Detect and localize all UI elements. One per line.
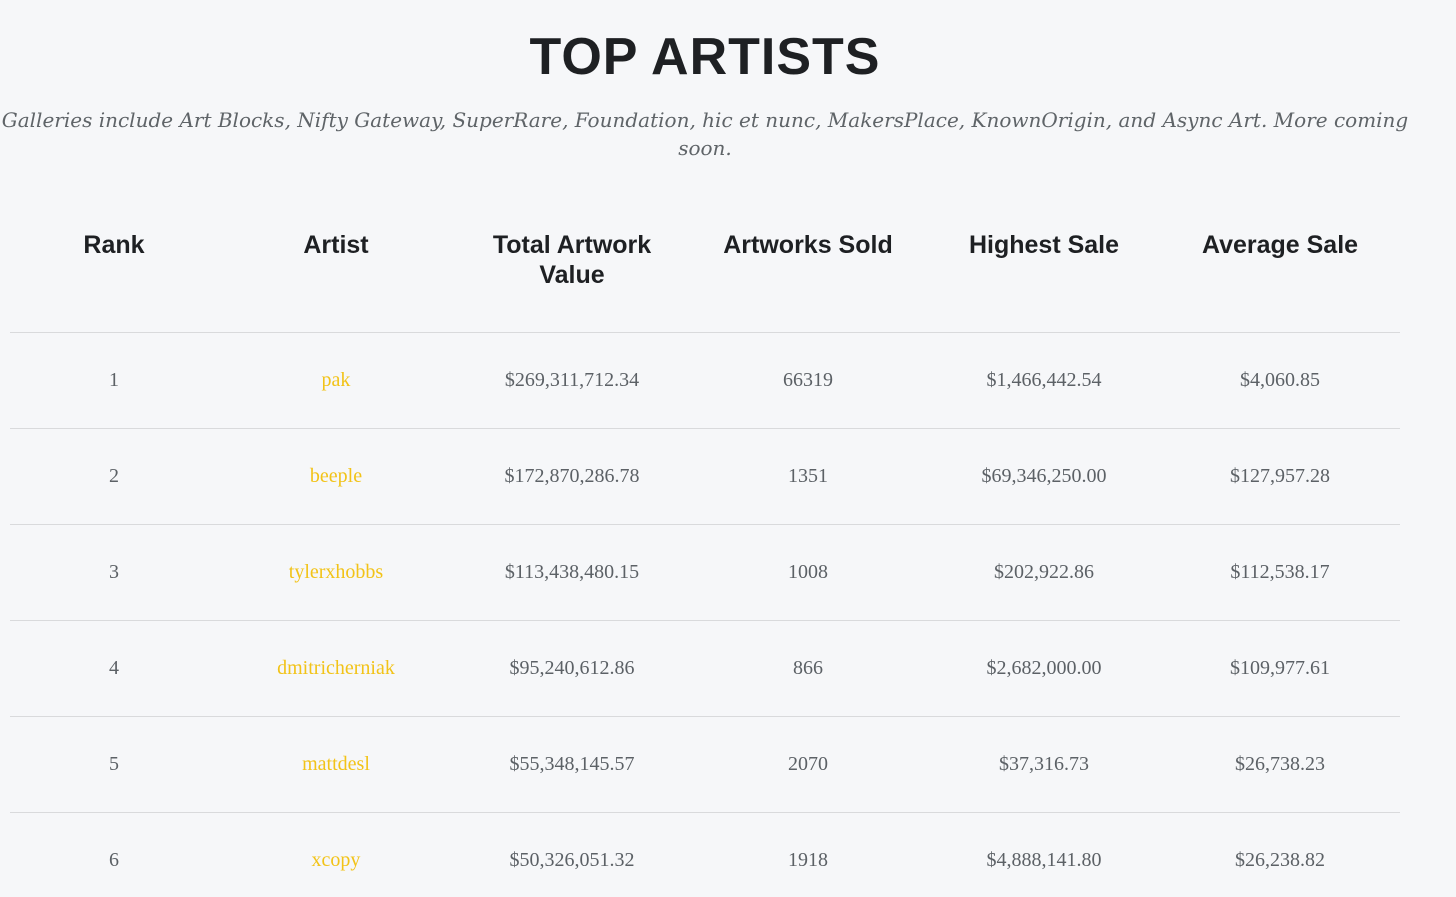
rank-cell: 2 — [109, 465, 119, 487]
artist-cell: tylerxhobbs — [218, 561, 454, 584]
highest-sale-cell: $1,466,442.54 — [986, 369, 1102, 391]
artworks-sold-cell: 66319 — [783, 369, 833, 391]
artworks-sold-cell: 866 — [793, 657, 823, 679]
table-row: 5 mattdesl $55,348,145.57 2070 $37,316.7… — [10, 717, 1400, 813]
average-sale-cell: $4,060.85 — [1240, 369, 1320, 391]
rank-cell: 6 — [109, 849, 119, 871]
highest-sale-cell: $2,682,000.00 — [986, 657, 1102, 679]
total-value-cell: $172,870,286.78 — [504, 465, 640, 487]
artist-link[interactable]: mattdesl — [302, 753, 370, 775]
artworks-sold-cell: 1351 — [788, 465, 828, 487]
total-value-cell: $269,311,712.34 — [504, 369, 640, 391]
table-row: 1 pak $269,311,712.34 66319 $1,466,442.5… — [10, 333, 1400, 429]
artist-cell: pak — [218, 369, 454, 392]
highest-sale-cell: $69,346,250.00 — [981, 465, 1107, 487]
average-sale-cell: $26,738.23 — [1235, 753, 1325, 775]
top-artists-table: Rank Artist Total Artwork Value Artworks… — [10, 228, 1400, 897]
page-title: TOP ARTISTS — [529, 28, 881, 86]
header-average-sale: Average Sale — [1201, 231, 1359, 259]
header-artworks-sold: Artworks Sold — [723, 231, 893, 259]
artworks-sold-cell: 2070 — [788, 753, 828, 775]
total-value-cell: $95,240,612.86 — [509, 657, 635, 679]
artist-link[interactable]: tylerxhobbs — [288, 561, 384, 583]
artist-cell: beeple — [218, 465, 454, 488]
table-row: 6 xcopy $50,326,051.32 1918 $4,888,141.8… — [10, 813, 1400, 897]
average-sale-cell: $127,957.28 — [1230, 465, 1330, 487]
highest-sale-cell: $202,922.86 — [994, 561, 1094, 583]
total-value-cell: $55,348,145.57 — [509, 753, 635, 775]
table-row: 2 beeple $172,870,286.78 1351 $69,346,25… — [10, 429, 1400, 525]
artworks-sold-cell: 1008 — [788, 561, 828, 583]
rank-cell: 4 — [109, 657, 119, 679]
artist-link[interactable]: pak — [321, 369, 351, 391]
header-total-artwork-value: Total Artwork Value — [492, 231, 652, 289]
total-value-cell: $113,438,480.15 — [504, 561, 640, 583]
artist-cell: xcopy — [218, 849, 454, 872]
artist-link[interactable]: xcopy — [311, 849, 361, 871]
header-highest-sale: Highest Sale — [968, 231, 1120, 259]
header-artist: Artist — [303, 231, 369, 259]
table-header-row: Rank Artist Total Artwork Value Artworks… — [10, 228, 1400, 333]
highest-sale-cell: $37,316.73 — [999, 753, 1089, 775]
artist-link[interactable]: beeple — [309, 465, 363, 487]
artworks-sold-cell: 1918 — [788, 849, 828, 871]
average-sale-cell: $109,977.61 — [1230, 657, 1330, 679]
artist-cell: dmitricherniak — [218, 657, 454, 680]
average-sale-cell: $26,238.82 — [1235, 849, 1325, 871]
artist-cell: mattdesl — [218, 753, 454, 776]
artist-link[interactable]: dmitricherniak — [277, 657, 395, 679]
table-row: 4 dmitricherniak $95,240,612.86 866 $2,6… — [10, 621, 1400, 717]
highest-sale-cell: $4,888,141.80 — [986, 849, 1102, 871]
rank-cell: 5 — [109, 753, 119, 775]
rank-cell: 3 — [109, 561, 119, 583]
table-row: 3 tylerxhobbs $113,438,480.15 1008 $202,… — [10, 525, 1400, 621]
total-value-cell: $50,326,051.32 — [509, 849, 635, 871]
page-subtitle: Galleries include Art Blocks, Nifty Gate… — [1, 108, 1409, 160]
header-rank: Rank — [83, 231, 145, 259]
average-sale-cell: $112,538.17 — [1230, 561, 1330, 583]
rank-cell: 1 — [109, 369, 119, 391]
